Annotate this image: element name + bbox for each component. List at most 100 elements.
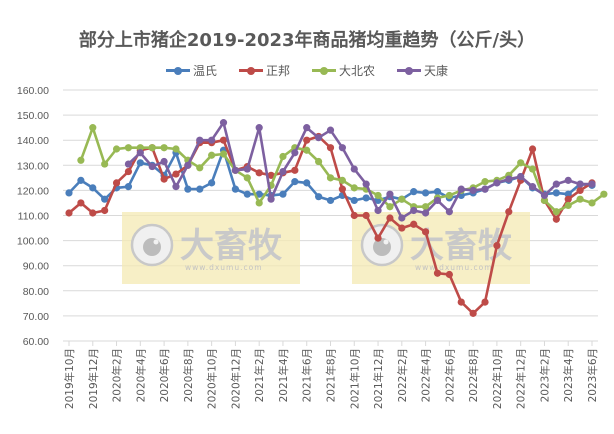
data-point [564,190,572,198]
data-point [101,160,109,168]
data-point [374,206,382,215]
legend-item-3: 天康 [397,62,448,79]
data-point [421,203,430,211]
data-point [315,193,323,201]
data-point [576,195,584,203]
legend-label: 正邦 [265,64,290,78]
y-tick-label: 90.00 [23,261,49,273]
y-tick-label: 160.00 [17,85,49,97]
data-point [255,199,263,207]
data-point [528,165,537,173]
data-point [588,199,596,207]
data-point [326,196,335,205]
data-point [517,159,525,167]
data-point [576,186,584,194]
x-tick-label: 2023年2月 [538,348,551,402]
x-tick-label: 2021年4月 [277,348,290,402]
legend-item-1: 正邦 [238,62,290,79]
data-point [564,201,572,210]
data-point [433,196,442,205]
data-point [326,174,335,182]
data-point [457,298,465,306]
data-point [303,179,311,187]
data-point [208,151,216,159]
data-point [255,124,263,132]
data-point [398,214,406,222]
data-point [303,146,311,154]
data-point [326,144,335,152]
data-point [362,194,370,202]
legend-label: 温氏 [192,64,217,78]
data-point [243,174,251,182]
data-point [303,124,311,132]
x-tick-label: 2021年2月 [253,348,266,402]
data-point [315,157,323,166]
data-point [386,190,394,198]
data-point [386,214,394,222]
data-point [469,309,477,317]
data-point [172,145,180,153]
data-point [493,179,501,187]
data-point [291,149,299,157]
y-tick-label: 70.00 [23,311,49,323]
data-point [172,170,180,178]
data-point [279,167,287,176]
data-point [410,220,418,228]
x-tick-label: 2021年10月 [348,348,361,409]
data-point [445,270,453,279]
data-point [350,165,358,173]
legend-label: 天康 [424,64,449,78]
data-point [184,185,192,193]
data-point [576,180,584,188]
data-point [77,156,85,164]
x-tick-label: 2020年4月 [134,348,147,402]
data-point [552,215,560,223]
data-point [231,185,240,193]
data-point [552,208,560,216]
data-point [148,162,156,171]
data-point [136,159,144,167]
data-point [362,180,370,188]
legend-item-2: 大北农 [312,62,375,79]
data-point [350,196,358,205]
x-tick-label: 2022年8月 [467,348,480,402]
x-tick-label: 2020年2月 [111,348,124,402]
data-point [101,195,109,203]
data-point [493,242,501,250]
data-point [112,145,121,153]
data-point [124,167,133,176]
x-tick-label: 2022年10月 [491,348,504,409]
data-point [410,188,418,196]
data-point [124,183,133,191]
x-tick-label: 2019年12月 [87,348,100,409]
data-point [279,152,287,161]
data-point [386,203,394,211]
data-point [350,211,358,220]
y-tick-label: 80.00 [23,286,49,298]
x-tick-label: 2021年6月 [301,348,314,402]
data-point [279,190,287,198]
data-point [528,183,537,191]
data-point [481,298,489,306]
data-point [421,228,430,236]
data-point [338,185,346,193]
data-point [219,136,228,144]
data-point [445,191,453,200]
x-tick-label: 2021年8月 [325,348,338,402]
data-point [350,184,358,192]
x-tick-label: 2022年2月 [396,348,409,402]
data-point [243,165,251,173]
data-point [505,175,513,183]
data-point [362,211,370,220]
watermark-brand: 大畜牧 [180,226,283,266]
data-point [231,166,240,174]
x-tick-label: 2022年6月 [443,348,456,402]
data-point [398,195,406,203]
legend-marker-icon [312,66,336,75]
data-point [528,145,537,153]
data-point [291,166,299,174]
data-point [208,136,216,144]
data-point [481,178,489,186]
